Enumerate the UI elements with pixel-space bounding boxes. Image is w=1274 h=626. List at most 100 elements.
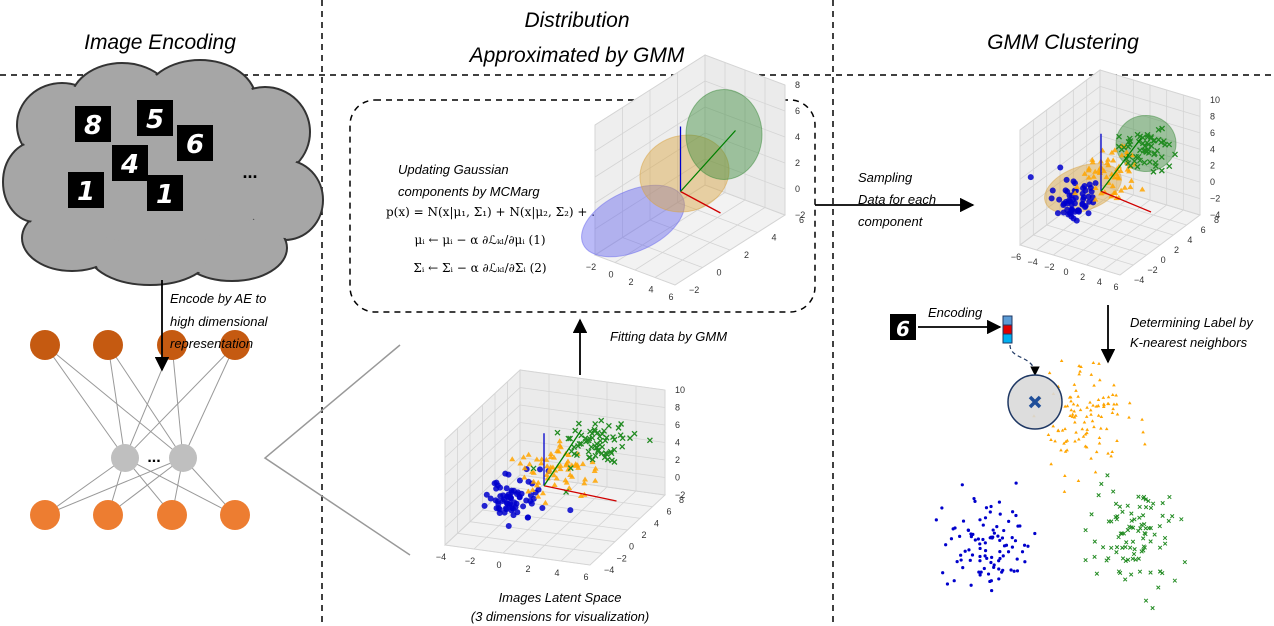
point [1001,554,1005,558]
grid-line [1019,151,1101,213]
point [487,495,494,502]
point [601,427,608,434]
grid-line [594,254,676,286]
point [1076,479,1081,483]
z-tick-label: 4 [1210,144,1215,154]
point [491,480,498,487]
point [1089,456,1093,460]
point [1127,524,1132,529]
note: components by MCMarg [398,184,540,199]
note: component [858,214,924,229]
point [1072,382,1077,386]
point [983,541,987,545]
point [1106,556,1111,561]
z-tick-label: 6 [795,106,800,116]
x-tick-label: −2 [1044,262,1054,272]
point [1110,157,1117,163]
node [220,330,250,360]
x-tick-label: −4 [1028,257,1038,267]
point [617,432,624,439]
point [1049,462,1053,466]
point [1117,167,1124,173]
edge [124,457,236,516]
point [966,528,971,532]
point [1136,494,1141,499]
component [639,134,730,213]
point [978,542,982,546]
point [535,479,542,485]
grid-line [1099,151,1201,183]
point [517,460,524,466]
point [1081,434,1086,438]
point [1131,551,1137,557]
point [1130,556,1135,561]
point [1139,186,1146,192]
point [955,559,959,564]
point [1085,210,1092,217]
point [1118,187,1125,193]
point [1091,403,1095,407]
point [1060,209,1067,216]
point [533,456,540,462]
edge [44,457,126,516]
point [1065,448,1069,452]
point [970,532,974,537]
point [1059,448,1063,452]
point [546,466,553,472]
point [1148,525,1153,531]
point [586,454,593,461]
point [1091,361,1096,365]
point [1124,540,1129,545]
point [1073,439,1077,443]
note: Updating Gaussian [398,162,509,177]
point [1115,412,1120,416]
point [492,497,499,504]
point [988,510,992,514]
point [1114,517,1120,522]
z-tick-label: 2 [1210,161,1215,171]
point [567,472,574,478]
point [1126,135,1133,142]
point [589,459,596,465]
axis [543,429,583,487]
point [1128,545,1133,550]
point [1009,568,1013,572]
point [1090,419,1095,423]
point [1100,545,1106,550]
point [520,503,527,510]
point [1140,147,1147,154]
point [1086,181,1093,188]
node [111,444,139,472]
point [1113,501,1119,506]
point [503,485,510,492]
point [1116,569,1122,574]
point [1073,420,1077,424]
axis [1100,137,1142,192]
point [1156,585,1161,590]
point [601,454,608,461]
grid-line [444,387,521,458]
point [543,456,550,462]
point [551,481,558,487]
grid-line [1099,69,1201,101]
point [582,476,589,482]
point [514,489,521,496]
point [592,477,599,483]
point [631,430,638,437]
node [93,330,123,360]
point [1133,557,1138,562]
point [1074,413,1078,417]
point [1159,125,1166,132]
point [1116,163,1123,169]
grid-line [1073,204,1174,236]
point [1120,509,1125,514]
y-tick-label: 0 [717,268,722,278]
grid-line [1019,69,1101,131]
point [1085,193,1092,200]
point [1172,151,1178,158]
point [1148,539,1153,544]
point [520,454,527,460]
point [1069,399,1073,403]
point [605,422,612,429]
point [978,554,982,559]
